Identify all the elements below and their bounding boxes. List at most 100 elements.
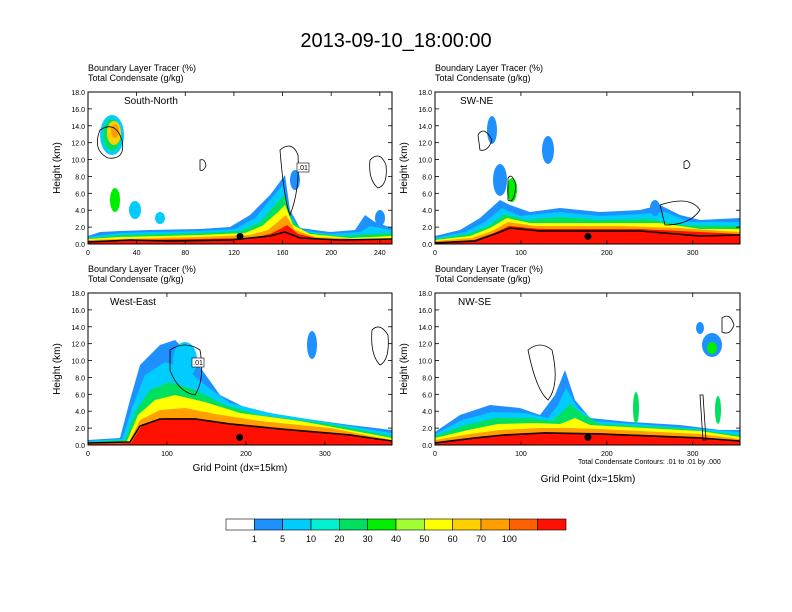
y-axis-label: Height (km) — [52, 142, 63, 194]
colorbar-label: 100 — [502, 534, 517, 544]
x-tick-label: 0 — [86, 451, 90, 458]
x-tick-label: 300 — [687, 451, 699, 458]
y-tick-label: 6.0 — [422, 191, 432, 198]
y-tick-label: 8.0 — [422, 375, 432, 382]
panel-header-condensate: Total Condensate (g/kg) — [435, 73, 531, 83]
panel-header-condensate: Total Condensate (g/kg) — [435, 274, 531, 284]
axis-ticks: 0.0 2.0 4.0 6.0 8.0 10.0 12.0 14.0 16.0 18.0 0 40 80… — [71, 90, 740, 458]
figure-title: 2013-09-10_18:00:00 — [300, 30, 492, 52]
y-tick-label: 6.0 — [75, 392, 85, 399]
condensate-contour — [369, 155, 387, 189]
y-tick-label: 0.0 — [422, 443, 432, 450]
condensate-contour — [96, 126, 124, 159]
y-tick-label: 4.0 — [422, 409, 432, 416]
condensate-contour — [659, 200, 701, 226]
y-tick-label: 12.0 — [418, 141, 432, 148]
y-tick-label: 14.0 — [71, 124, 85, 131]
y-tick-label: 8.0 — [75, 375, 85, 382]
panel-west-east: Boundary Layer Tracer (%) Total Condensa… — [52, 264, 393, 474]
y-tick-label: 14.0 — [418, 124, 432, 131]
condensate-contour — [169, 344, 203, 396]
y-tick-label: 0.0 — [422, 242, 432, 249]
tracer-cell — [110, 188, 120, 212]
contour-label: .01 — [298, 165, 308, 172]
condensate-contour — [279, 145, 299, 217]
tracer-field — [435, 116, 740, 244]
panel-header-tracer: Boundary Layer Tracer (%) — [435, 63, 543, 73]
condensate-contour — [507, 175, 517, 202]
plot-frame — [434, 91, 741, 245]
station-marker — [236, 433, 244, 441]
panel-header-condensate: Total Condensate (g/kg) — [88, 73, 184, 83]
y-tick-label: 14.0 — [418, 325, 432, 332]
panel-label: West-East — [110, 297, 156, 308]
x-tick-label: 200 — [325, 250, 337, 257]
colorbar-swatch — [225, 518, 255, 531]
y-tick-label: 10.0 — [418, 359, 432, 366]
y-tick-label: 10.0 — [418, 158, 432, 165]
condensate-contour — [699, 394, 707, 441]
panel-label: South-North — [124, 96, 178, 107]
y-tick-label: 12.0 — [71, 141, 85, 148]
y-tick-label: 4.0 — [75, 208, 85, 215]
x-axis-label: Grid Point (dx=15km) — [541, 474, 636, 485]
y-tick-label: 18.0 — [71, 291, 85, 298]
colorbar-label: 30 — [363, 534, 373, 544]
x-tick-label: 0 — [86, 250, 90, 257]
condensate-contour — [527, 344, 556, 401]
panel-nw-se: Boundary Layer Tracer (%) Total Condensa… — [399, 264, 741, 485]
panel-header-condensate: Total Condensate (g/kg) — [88, 274, 184, 284]
x-tick-label: 80 — [181, 250, 189, 257]
panel-label: SW-NE — [460, 96, 493, 107]
tracer-field — [435, 315, 740, 445]
condensate-contour — [371, 326, 389, 366]
colorbar-label: 5 — [280, 534, 285, 544]
contour-label-box — [296, 162, 310, 173]
x-tick-label: 120 — [228, 250, 240, 257]
y-tick-label: 18.0 — [418, 90, 432, 97]
colorbar-label: 10 — [306, 534, 316, 544]
x-axis-label: Grid Point (dx=15km) — [193, 463, 288, 474]
colorbar-swatch — [367, 518, 397, 531]
panel-header-tracer: Boundary Layer Tracer (%) — [88, 264, 196, 274]
tracer-field — [88, 115, 392, 244]
y-tick-label: 10.0 — [71, 158, 85, 165]
terrain-line — [435, 227, 740, 244]
panel-label: NW-SE — [458, 297, 491, 308]
colorbar-swatch — [452, 518, 482, 531]
panel-sw-ne: Boundary Layer Tracer (%) Total Condensa… — [399, 63, 741, 245]
tracer-band-red — [88, 418, 392, 445]
y-tick-label: 18.0 — [418, 291, 432, 298]
colorbar-label: 40 — [391, 534, 401, 544]
station-marker — [584, 433, 592, 441]
colorbar-swatch — [424, 518, 453, 531]
x-tick-label: 300 — [687, 250, 699, 257]
y-axis-label: Height (km) — [399, 142, 410, 194]
x-tick-label: 100 — [515, 451, 527, 458]
x-tick-label: 0 — [433, 250, 437, 257]
colorbar-label: 1 — [252, 534, 257, 544]
colorbar-swatch — [395, 518, 425, 531]
y-axis-label: Height (km) — [52, 343, 63, 395]
y-tick-label: 8.0 — [422, 174, 432, 181]
contour-label: .01 — [193, 360, 203, 367]
x-tick-label: 0 — [433, 451, 437, 458]
condensate-contour — [683, 160, 691, 169]
colorbar-label: 60 — [448, 534, 458, 544]
colorbar-swatch — [480, 518, 510, 531]
y-tick-label: 2.0 — [422, 426, 432, 433]
y-tick-label: 4.0 — [422, 208, 432, 215]
colorbar-swatch — [254, 518, 283, 531]
colorbar-label: 70 — [476, 534, 486, 544]
colorbar: 1 5 10 20 30 40 50 60 70 100 — [225, 518, 567, 544]
plot-frame — [434, 292, 741, 446]
y-tick-label: 16.0 — [71, 308, 85, 315]
y-tick-label: 10.0 — [71, 359, 85, 366]
x-tick-label: 200 — [601, 451, 613, 458]
colorbar-swatch — [509, 518, 538, 531]
condensate-contour — [199, 159, 207, 171]
x-tick-label: 200 — [240, 451, 252, 458]
terrain-line — [435, 432, 740, 444]
y-tick-label: 2.0 — [75, 426, 85, 433]
